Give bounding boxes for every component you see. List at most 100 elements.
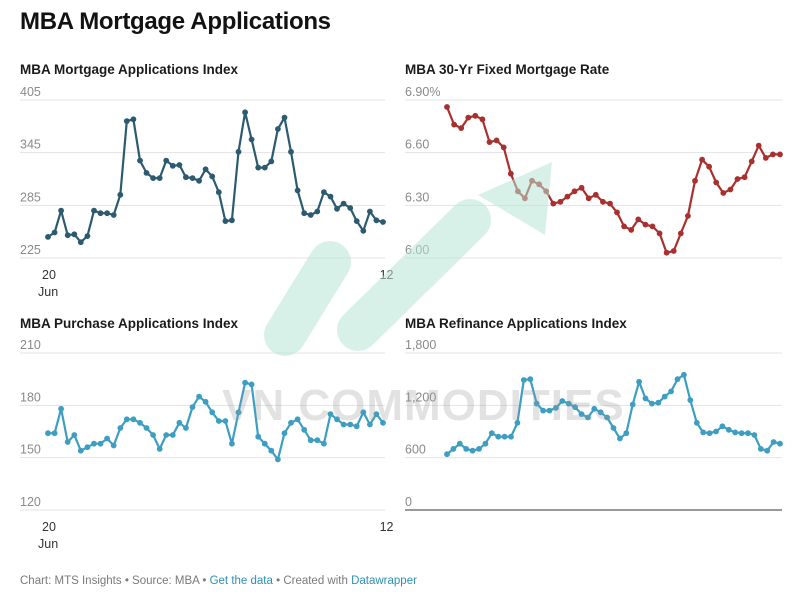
data-point: [571, 188, 578, 195]
data-point: [130, 416, 137, 423]
x-tick-label: 20: [42, 268, 56, 282]
data-point: [51, 229, 58, 236]
data-point: [636, 378, 642, 385]
data-point: [745, 430, 751, 437]
data-point: [77, 447, 84, 454]
get-the-data-link[interactable]: Get the data: [209, 575, 273, 587]
data-point: [104, 435, 110, 442]
panel-title-purchase: MBA Purchase Applications Index: [20, 316, 239, 331]
data-point: [202, 398, 209, 405]
data-point: [77, 239, 84, 246]
data-point: [610, 425, 617, 431]
data-point: [564, 193, 571, 200]
y-tick-label: 405: [20, 85, 41, 99]
data-point: [229, 217, 235, 224]
footer: Chart: MTS Insights • Source: MBA • Get …: [20, 575, 417, 587]
data-point: [327, 193, 334, 200]
data-point: [719, 423, 726, 430]
data-point: [51, 430, 58, 437]
data-point: [367, 421, 373, 428]
data-point: [770, 151, 776, 158]
data-point: [623, 430, 630, 437]
data-point: [692, 177, 698, 184]
data-point: [281, 114, 288, 121]
footer-chart-credit: Chart: MTS Insights: [20, 575, 122, 587]
data-point: [209, 173, 216, 180]
data-point: [45, 234, 51, 240]
data-point: [169, 432, 176, 438]
footer-separator: •: [272, 575, 284, 587]
data-point: [685, 213, 691, 219]
data-point: [540, 407, 546, 414]
data-point: [123, 416, 130, 423]
data-point: [706, 163, 712, 170]
data-point: [493, 137, 500, 144]
data-point: [693, 419, 700, 426]
data-point: [104, 210, 110, 217]
panel-title-rate: MBA 30-Yr Fixed Mortgage Rate: [405, 62, 610, 77]
data-point: [91, 207, 97, 214]
data-point: [235, 409, 242, 416]
data-point: [755, 142, 762, 149]
data-point: [97, 210, 104, 217]
data-point: [45, 430, 51, 437]
data-point: [725, 426, 732, 433]
data-point: [301, 210, 308, 217]
y-tick-label: 6.90%: [405, 85, 440, 99]
data-point: [527, 376, 534, 383]
data-point: [307, 437, 314, 444]
data-point: [456, 440, 463, 447]
y-tick-label: 600: [405, 443, 426, 457]
footer-source: Source: MBA: [132, 575, 200, 587]
data-point: [321, 440, 327, 447]
data-point: [143, 170, 150, 176]
data-point: [444, 104, 450, 110]
data-point: [578, 411, 585, 417]
data-point: [301, 426, 308, 433]
data-point: [629, 401, 636, 408]
panel-title-index: MBA Mortgage Applications Index: [20, 62, 239, 77]
data-point: [156, 446, 163, 452]
data-point: [255, 433, 262, 440]
data-point: [215, 418, 222, 424]
data-point: [486, 139, 493, 146]
data-point: [242, 379, 249, 386]
data-point: [156, 175, 163, 182]
datawrapper-link[interactable]: Datawrapper: [351, 575, 417, 587]
data-point: [353, 423, 360, 430]
data-point: [373, 411, 380, 417]
data-point: [677, 230, 684, 237]
data-point: [242, 109, 249, 116]
y-tick-label: 1,800: [405, 338, 436, 352]
x-tick-label: 12: [380, 520, 394, 534]
data-point: [451, 121, 457, 128]
data-point: [321, 189, 327, 196]
data-point: [751, 432, 758, 438]
data-point: [176, 419, 183, 426]
data-point: [117, 191, 124, 198]
data-point: [215, 189, 222, 196]
data-point: [202, 166, 209, 173]
data-point: [700, 429, 707, 436]
data-point: [209, 409, 216, 416]
data-point: [314, 208, 321, 215]
data-point: [661, 393, 668, 400]
data-point: [110, 442, 117, 449]
data-point: [261, 440, 268, 447]
data-point: [288, 148, 294, 155]
data-point: [656, 230, 663, 237]
data-point: [268, 158, 275, 165]
data-point: [248, 136, 255, 143]
data-point: [591, 405, 598, 412]
data-point: [533, 400, 540, 407]
data-point: [500, 144, 507, 151]
data-point: [294, 416, 301, 423]
data-point: [275, 456, 281, 463]
x-tick-label: 20: [42, 520, 56, 534]
data-point: [734, 176, 741, 182]
data-point: [327, 411, 334, 417]
y-tick-label: 120: [20, 495, 41, 509]
data-point: [281, 430, 288, 437]
data-point: [360, 409, 367, 416]
